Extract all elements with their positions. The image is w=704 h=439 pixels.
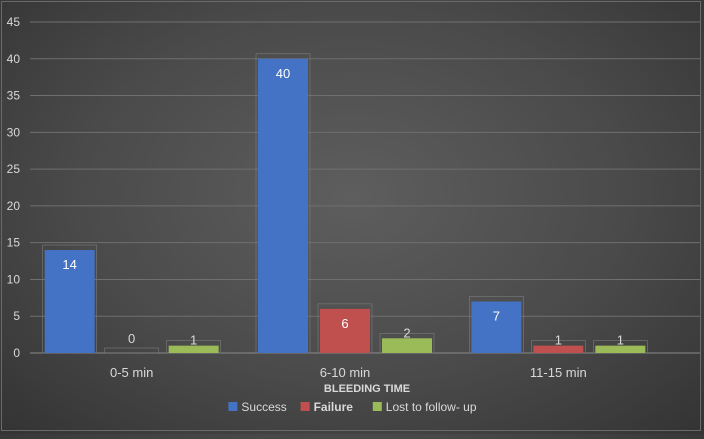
x-tick-label: 0-5 min [110,365,153,380]
legend-label: Failure [314,400,354,414]
y-tick-label: 45 [7,15,21,29]
y-tick-label: 0 [13,346,20,360]
data-label: 14 [62,257,76,272]
y-tick-label: 15 [7,236,21,250]
x-tick-label: 6-10 min [320,365,371,380]
data-label: 1 [555,333,562,348]
bar-success [258,58,308,354]
data-label: 7 [493,309,500,324]
x-axis-title: BLEEDING TIME [324,383,410,395]
data-label: 6 [341,316,348,331]
y-tick-label: 10 [7,272,21,286]
data-label: 2 [403,325,410,340]
data-label: 40 [276,66,290,81]
x-axis-ticks: 0-5 min 6-10 min 11-15 min [110,365,587,380]
bar-success [44,250,95,353]
y-tick-label: 40 [7,52,21,66]
bar-outline [104,347,159,354]
data-label: 0 [128,331,135,346]
bar-lost-to-follow-up [595,345,646,353]
y-tick-label: 5 [13,309,20,323]
bar-failure [533,345,584,353]
x-tick-label: 11-15 min [530,365,587,380]
legend-label: Lost to follow- up [386,400,477,414]
y-tick-label: 25 [7,162,21,176]
y-tick-label: 30 [7,125,21,139]
y-tick-label: 20 [7,199,21,213]
data-label: 1 [190,333,197,348]
legend-swatch [228,402,238,411]
bar-lost-to-follow-up [168,345,219,353]
y-axis-ticks: 0 5 10 15 20 25 30 35 40 45 [7,15,21,360]
legend-swatch [372,402,382,411]
bar-failure [320,308,370,353]
legend: Success Failure Lost to follow- up [228,400,477,414]
legend-swatch [300,402,310,411]
y-tick-label: 35 [7,89,21,103]
bar-success [471,301,522,353]
bar-lost-to-follow-up [382,338,432,353]
gridlines [30,21,700,354]
legend-label: Success [241,400,286,414]
data-label: 1 [617,333,624,348]
